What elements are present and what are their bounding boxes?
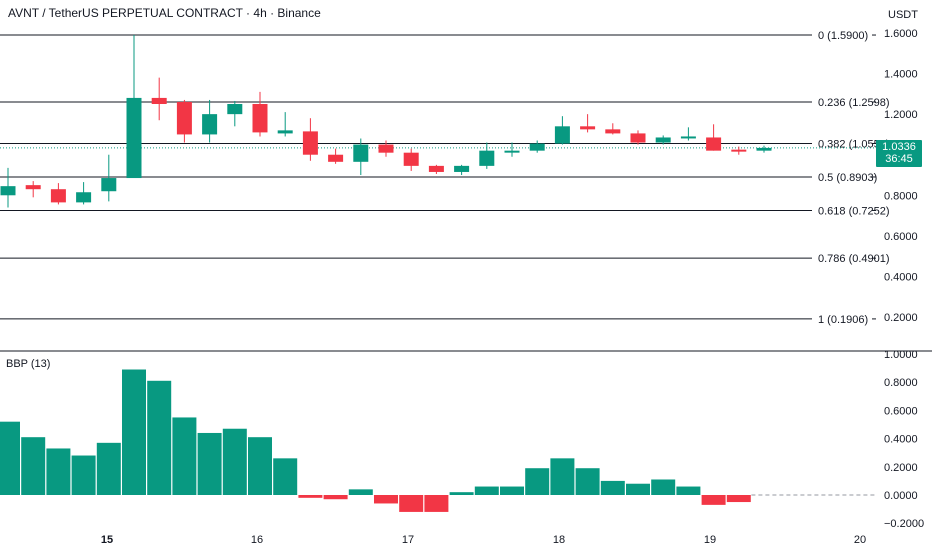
indicator-bar: [122, 369, 146, 495]
indicator-bar: [726, 495, 751, 503]
indicator-bar: [525, 468, 550, 495]
candle-body: [151, 97, 167, 104]
indicator-bar: [71, 455, 96, 495]
candle-body: [630, 133, 646, 143]
indicator-bar: [550, 458, 575, 495]
candle-body: [277, 130, 293, 134]
price-axis-tick: 1.2000: [884, 109, 918, 121]
fib-level-label: 0 (1.5900): [818, 30, 868, 42]
candle-body: [25, 185, 41, 190]
indicator-bar: [701, 495, 726, 505]
candle-body: [706, 137, 722, 151]
indicator-axis-tick: 0.0000: [884, 490, 918, 502]
candle-body: [353, 144, 369, 162]
candle-body: [554, 126, 570, 144]
candle-body: [101, 178, 117, 192]
candle-body: [227, 104, 243, 115]
indicator-bar: [449, 492, 474, 495]
indicator-axis-tick: 0.6000: [884, 405, 918, 417]
indicator-bar: [46, 448, 71, 495]
time-axis-tick: 20: [854, 534, 866, 546]
candle-body: [454, 165, 470, 172]
indicator-bar: [575, 468, 600, 495]
indicator-bar: [424, 495, 449, 512]
indicator-bar: [197, 432, 222, 495]
indicator-bar: [374, 495, 398, 504]
time-axis-tick: 16: [251, 534, 263, 546]
indicator-bar: [399, 495, 424, 512]
fib-level-label: 0.786 (0.4901): [818, 253, 890, 265]
indicator-bar: [21, 437, 46, 495]
candle-body: [605, 129, 621, 134]
chart-title: AVNT / TetherUS PERPETUAL CONTRACT · 4h …: [8, 6, 321, 20]
candle-body: [252, 104, 268, 133]
fib-level-label: 0.236 (1.2598): [818, 97, 890, 109]
fib-level-label: 0.382 (1.0554): [818, 138, 890, 150]
indicator-bar: [273, 458, 298, 495]
indicator-axis-tick: −0.2000: [884, 518, 924, 530]
indicator-title: BBP (13): [6, 358, 51, 370]
indicator-bar: [651, 479, 676, 495]
candle-body: [76, 192, 92, 203]
candle-body: [0, 186, 16, 196]
price-axis-tick: 0.6000: [884, 231, 918, 243]
candle-body: [176, 101, 192, 135]
candle-body: [202, 114, 218, 135]
indicator-bar: [676, 486, 701, 495]
indicator-bar: [96, 442, 121, 495]
candle-body: [504, 150, 520, 153]
indicator-bar: [600, 480, 625, 495]
candle-countdown: 36:45: [885, 153, 913, 165]
time-axis-tick: 17: [402, 534, 414, 546]
indicator-bar: [474, 486, 499, 495]
price-axis-tick: 0.2000: [884, 312, 918, 324]
candle-body: [126, 97, 142, 179]
candle-body: [328, 154, 344, 162]
fib-level-label: 0.618 (0.7252): [818, 205, 890, 217]
currency-label: USDT: [888, 9, 918, 21]
indicator-bar: [248, 437, 272, 495]
candle-body: [756, 147, 772, 151]
price-axis-tick: 1.4000: [884, 69, 918, 81]
price-axis-tick: 1.6000: [884, 28, 918, 40]
indicator-bar: [147, 380, 172, 495]
indicator-bar: [0, 421, 20, 495]
last-price-tag: 1.0336 36:45: [876, 140, 922, 167]
candle-body: [529, 143, 545, 151]
fib-level-label: 0.5 (0.8903): [818, 172, 877, 184]
indicator-axis-tick: 0.8000: [884, 377, 918, 389]
indicator-bar: [626, 483, 650, 495]
candle-body: [580, 126, 596, 130]
price-axis-tick: 0.4000: [884, 271, 918, 283]
indicator-bar: [222, 428, 247, 495]
candle-body: [479, 150, 495, 166]
price-axis-tick: 0.8000: [884, 190, 918, 202]
candle-body: [731, 149, 747, 152]
candle-body: [302, 131, 318, 155]
indicator-bar: [323, 495, 348, 500]
candle-body: [428, 165, 444, 172]
candle-body: [680, 136, 696, 139]
fib-level-label: 1 (0.1906): [818, 314, 868, 326]
candle-body: [378, 144, 394, 153]
time-axis-tick: 19: [704, 534, 716, 546]
indicator-bar: [172, 417, 197, 495]
indicator-axis-tick: 0.2000: [884, 462, 918, 474]
indicator-bar: [298, 495, 323, 498]
time-axis-tick: 18: [553, 534, 565, 546]
indicator-axis-tick: 0.4000: [884, 434, 918, 446]
candle-body: [655, 137, 671, 143]
indicator-axis-tick: 1.0000: [884, 349, 918, 361]
last-price-value: 1.0336: [882, 141, 916, 153]
indicator-bar: [500, 486, 524, 495]
time-axis-tick: 15: [101, 534, 113, 546]
candle-body: [50, 189, 66, 203]
indicator-bar: [348, 489, 373, 495]
candle-body: [403, 152, 419, 166]
